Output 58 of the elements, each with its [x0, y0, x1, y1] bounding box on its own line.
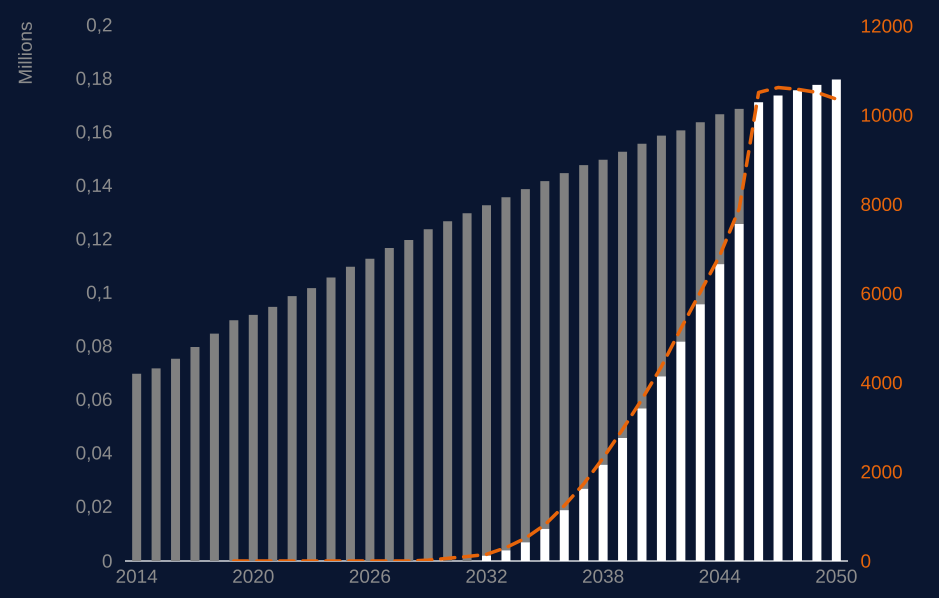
x-tick-label: 2020 — [233, 570, 274, 583]
bar — [501, 197, 510, 550]
bar — [637, 144, 646, 409]
x-tick-label: 2044 — [700, 570, 740, 583]
x-tick-label: 2038 — [583, 570, 624, 583]
y-tick-label: 0,16 — [76, 125, 112, 141]
bar — [404, 240, 414, 561]
y-tick-label: 0 — [102, 554, 112, 568]
y2-tick-label: 2000 — [861, 465, 902, 479]
y-tick-label: 0,14 — [76, 178, 112, 194]
bar — [326, 277, 336, 561]
y-tick-label: 0,12 — [76, 232, 112, 248]
y2-tick-label: 10000 — [862, 108, 912, 122]
bar — [520, 189, 530, 542]
y-tick-label: 0,2 — [86, 18, 112, 34]
y2-tick-label: 4000 — [860, 376, 902, 390]
bar — [696, 122, 705, 304]
y2-tick-label: 12000 — [862, 19, 912, 33]
y-tick-label: 0,18 — [76, 72, 112, 88]
y-tick-label: 0,02 — [76, 500, 112, 516]
y2-tick-label: 8000 — [861, 198, 902, 212]
bar — [365, 258, 374, 561]
bar — [171, 358, 180, 561]
bar — [268, 306, 278, 561]
bar — [560, 173, 569, 510]
bar — [540, 181, 550, 529]
bar — [346, 266, 355, 561]
bar — [579, 165, 588, 489]
bar — [715, 114, 724, 264]
bar — [229, 320, 238, 561]
x-tick-label: 2032 — [466, 570, 507, 583]
bar — [462, 213, 472, 561]
bar — [598, 160, 608, 465]
bar — [132, 374, 142, 561]
bar — [618, 152, 628, 438]
bar — [443, 221, 452, 561]
bar — [288, 296, 297, 561]
y-tick-label: 0,1 — [86, 286, 112, 302]
bar — [676, 130, 686, 342]
bar — [307, 288, 316, 561]
y-axis-title: Millions — [18, 22, 32, 84]
bar — [482, 205, 492, 556]
y2-tick-label: 0 — [861, 554, 870, 568]
x-tick-label: 2026 — [350, 570, 390, 583]
y-tick-label: 0,04 — [76, 446, 112, 462]
bar — [734, 108, 744, 224]
y-tick-label: 0,08 — [76, 339, 112, 355]
bar — [210, 334, 219, 561]
x-tick-label: 2014 — [116, 570, 158, 583]
x-tick-label: 2050 — [816, 570, 857, 583]
bar — [656, 136, 666, 376]
bar — [152, 368, 161, 561]
bar — [384, 248, 394, 561]
bar — [424, 229, 433, 561]
y2-tick-label: 6000 — [861, 286, 902, 300]
y-tick-label: 0,06 — [76, 392, 112, 408]
bar — [248, 314, 258, 561]
bar — [190, 346, 200, 561]
